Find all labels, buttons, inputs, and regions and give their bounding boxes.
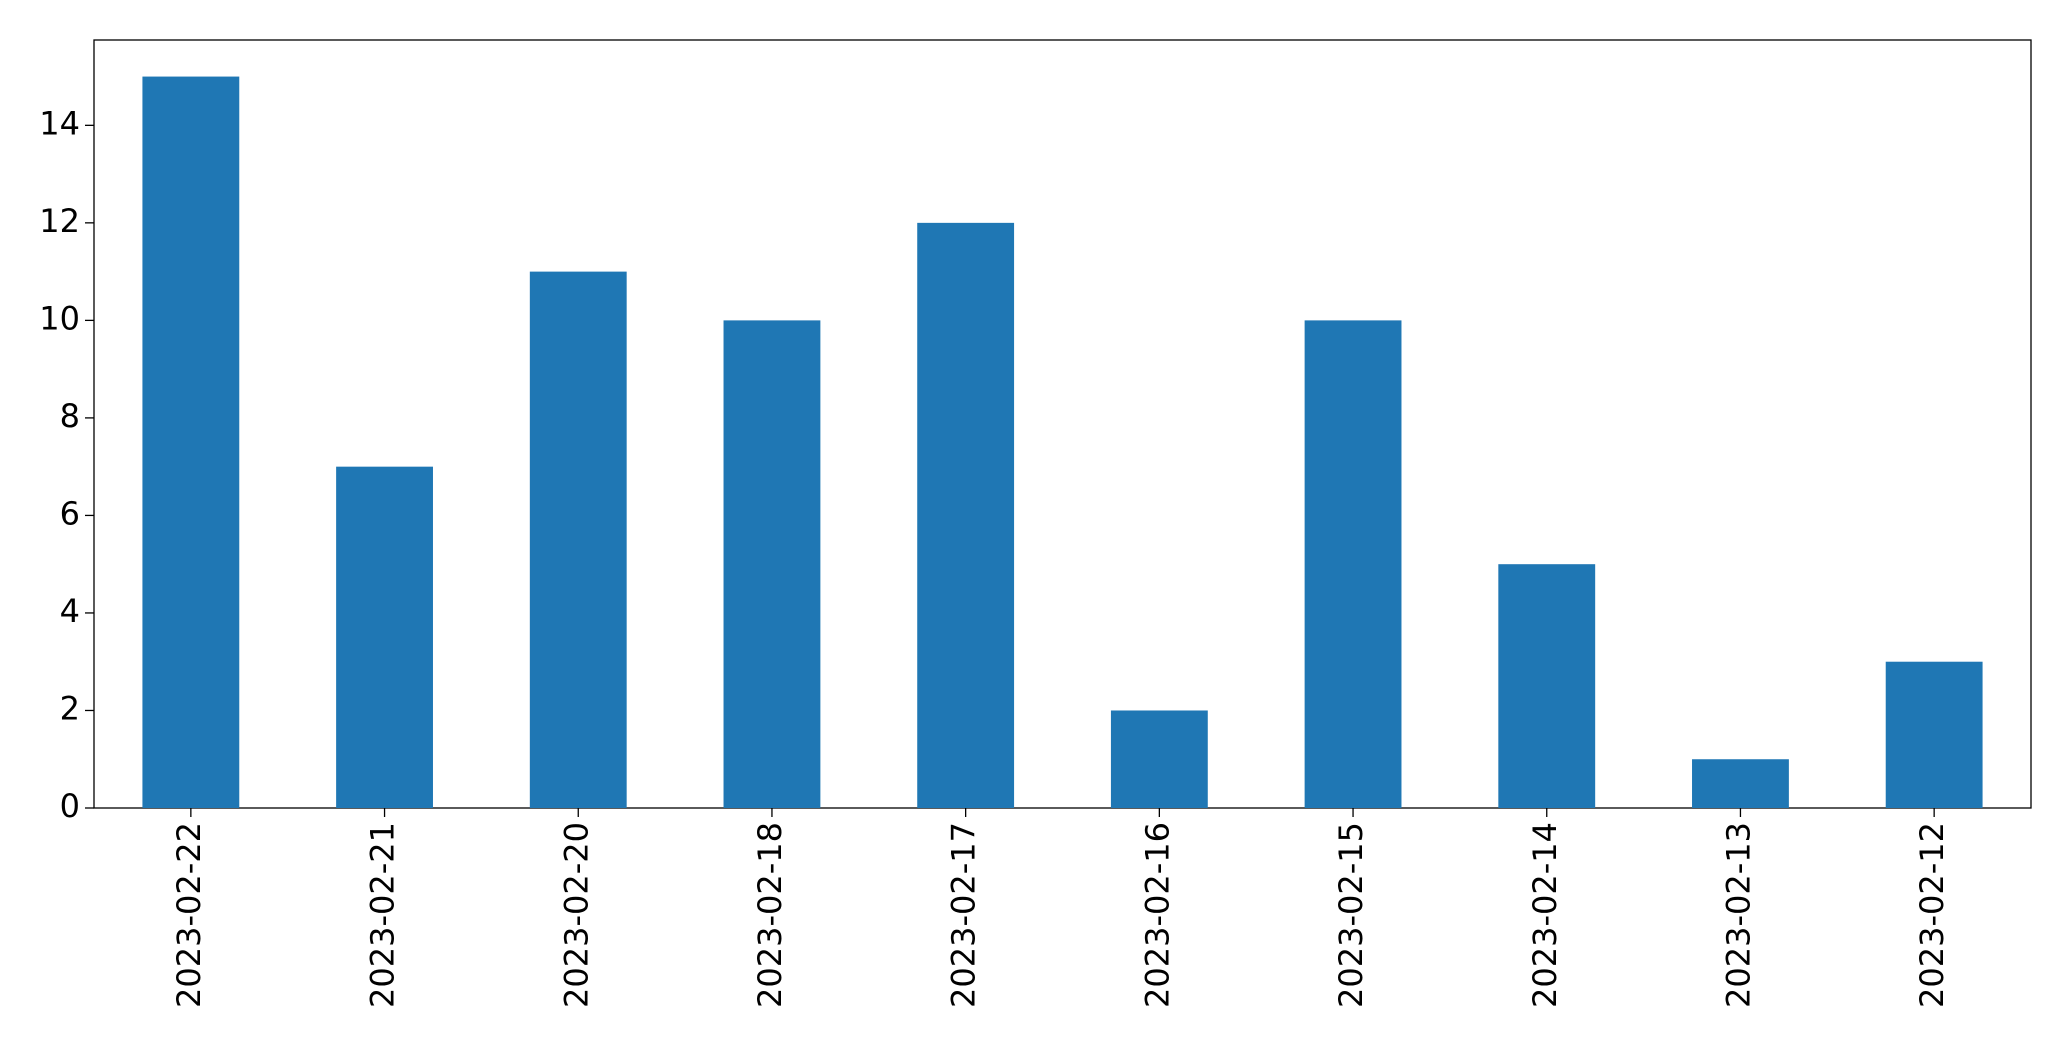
bar xyxy=(1692,759,1789,808)
bar xyxy=(1885,661,1983,808)
bar xyxy=(1304,320,1402,808)
y-tick-label: 4 xyxy=(60,592,80,630)
bar xyxy=(1110,710,1208,808)
x-tick-label: 2023-02-13 xyxy=(1719,822,1757,1008)
x-tick-label: 2023-02-22 xyxy=(170,822,208,1008)
x-tick-label: 2023-02-20 xyxy=(557,822,595,1008)
x-tick-label: 2023-02-16 xyxy=(1138,822,1176,1008)
bar xyxy=(336,466,433,808)
y-tick-label: 12 xyxy=(39,202,80,240)
y-tick-label: 8 xyxy=(60,397,80,435)
y-tick-label: 2 xyxy=(60,689,80,727)
x-tick-label: 2023-02-18 xyxy=(751,822,789,1008)
x-tick-label: 2023-02-12 xyxy=(1913,822,1951,1008)
y-tick-label: 6 xyxy=(60,494,80,532)
bar xyxy=(723,320,821,808)
plot-frame xyxy=(93,39,2032,809)
y-tick-label: 0 xyxy=(60,787,80,825)
x-tick-label: 2023-02-14 xyxy=(1526,822,1564,1008)
y-tick-label: 14 xyxy=(39,104,80,142)
y-tick-label: 10 xyxy=(39,299,80,337)
x-tick-label: 2023-02-15 xyxy=(1332,822,1370,1008)
bar xyxy=(917,222,1015,808)
x-tick-label: 2023-02-21 xyxy=(364,822,402,1008)
bar xyxy=(1498,564,1596,808)
x-tick-label: 2023-02-17 xyxy=(945,822,983,1008)
bar xyxy=(142,76,240,809)
bar xyxy=(529,271,627,809)
